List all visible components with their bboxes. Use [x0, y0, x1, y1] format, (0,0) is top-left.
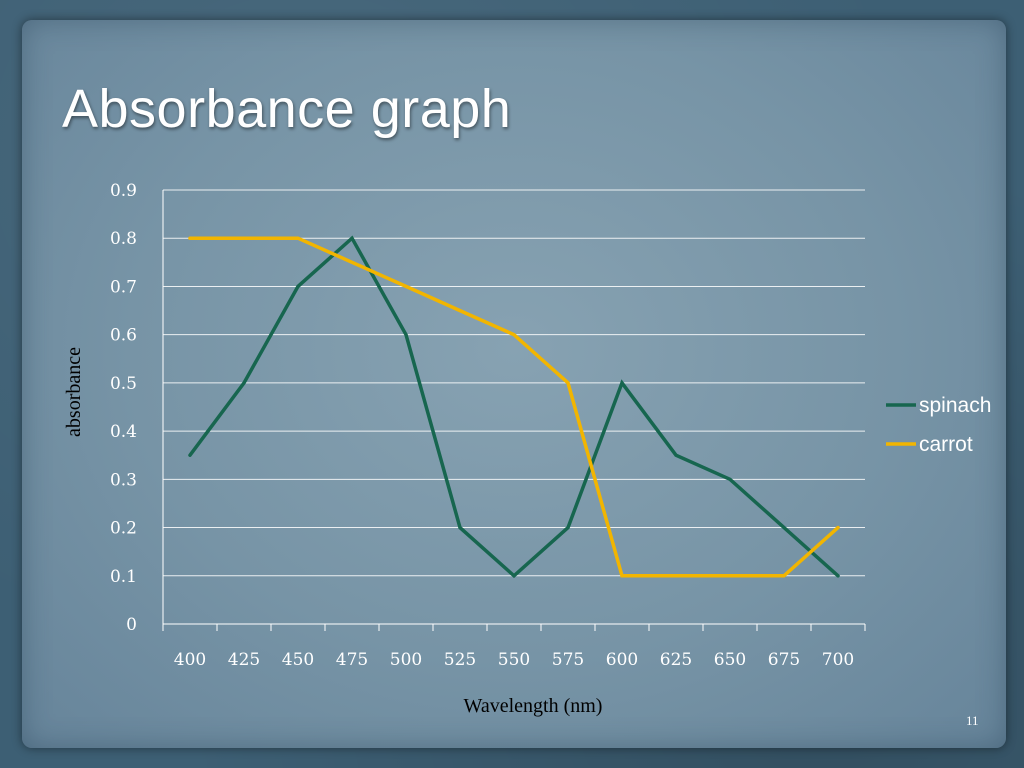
- y-tick-label: 0: [126, 615, 137, 635]
- x-tick-label: 400: [174, 650, 206, 670]
- chart-axes: [162, 190, 866, 631]
- y-tick-label: 0.8: [110, 229, 137, 249]
- slide-paper-panel: [22, 20, 1006, 748]
- chart-series: [188, 235, 840, 579]
- y-tick-label: 0.1: [110, 567, 137, 587]
- legend-label-carrot: carrot: [919, 433, 973, 456]
- x-tick-label: 425: [228, 650, 260, 670]
- x-tick-label: 450: [282, 650, 314, 670]
- chart-gridlines: [163, 189, 865, 577]
- x-tick-label: 675: [768, 650, 800, 670]
- chart-labels: 0 0.1 0.2 0.3 0.4 0.5 0.6 0.7 0.8 0.9 400 425 450 475…: [63, 181, 854, 717]
- y-tick-label: 0.6: [110, 326, 137, 346]
- x-tick-label: 650: [714, 650, 746, 670]
- series-line-carrot: [188, 236, 840, 578]
- x-axis-title: Wavelength (nm): [464, 695, 603, 717]
- y-tick-label: 0.7: [110, 277, 137, 297]
- x-tick-label: 475: [336, 650, 368, 670]
- y-tick-label: 0.2: [110, 519, 137, 539]
- slide-page-number: 11: [966, 713, 979, 728]
- y-axis-title: absorbance: [63, 347, 85, 437]
- y-tick-label: 0.9: [110, 181, 137, 201]
- x-tick-label: 575: [552, 650, 584, 670]
- chart-legend: spinach carrot: [886, 394, 991, 456]
- y-tick-label: 0.5: [110, 374, 137, 394]
- y-tick-label: 0.4: [110, 422, 137, 442]
- x-tick-label: 700: [822, 650, 854, 670]
- x-tick-label: 600: [606, 650, 638, 670]
- series-line-spinach: [188, 235, 840, 579]
- x-tick-label: 525: [444, 650, 476, 670]
- legend-label-spinach: spinach: [919, 394, 991, 417]
- x-tick-label: 550: [498, 650, 530, 670]
- x-tick-label: 625: [660, 650, 692, 670]
- x-tick-label: 500: [390, 650, 422, 670]
- y-tick-label: 0.3: [110, 470, 137, 490]
- slide-title: Absorbance graph: [62, 79, 512, 139]
